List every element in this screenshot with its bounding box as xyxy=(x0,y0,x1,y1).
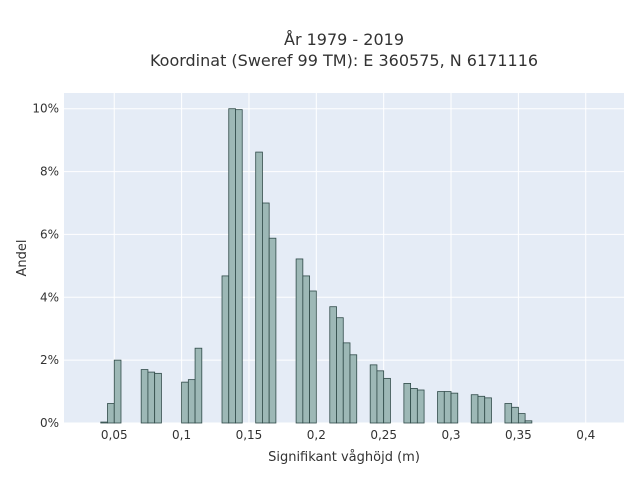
histogram-bar xyxy=(255,151,263,424)
histogram-bar xyxy=(383,377,391,424)
x-tick-label: 0,3 xyxy=(441,428,460,442)
histogram-bar xyxy=(228,108,236,424)
histogram-bar xyxy=(484,397,492,424)
histogram-bar xyxy=(107,403,115,424)
histogram-bar xyxy=(470,394,479,424)
histogram-bar xyxy=(329,306,337,424)
x-tick-label: 0,1 xyxy=(172,428,191,442)
histogram-bar xyxy=(437,391,445,424)
histogram-bar xyxy=(511,406,519,424)
histogram-bar xyxy=(450,392,459,424)
x-tick-label: 0,4 xyxy=(576,428,595,442)
x-tick-label: 0,05 xyxy=(101,428,128,442)
chart-title-line-1: År 1979 - 2019 xyxy=(284,30,404,49)
y-tick-label: 0% xyxy=(40,416,59,430)
histogram-bar xyxy=(336,317,344,424)
histogram-bar xyxy=(295,258,304,424)
histogram-bar xyxy=(403,382,412,424)
histogram-bar xyxy=(140,369,149,424)
x-tick-label: 0,35 xyxy=(505,428,532,442)
y-tick-label: 8% xyxy=(40,165,59,179)
histogram-bar xyxy=(262,202,270,424)
histogram-bar xyxy=(410,388,418,424)
histogram-bar xyxy=(342,342,351,424)
histogram-bar xyxy=(187,379,196,424)
histogram-bar xyxy=(194,347,203,424)
histogram-bar xyxy=(369,364,378,424)
y-axis-title: Andel xyxy=(15,240,30,277)
y-tick-label: 2% xyxy=(40,353,59,367)
x-axis-title: Signifikant våghöjd (m) xyxy=(268,450,420,465)
histogram-bar xyxy=(154,372,162,424)
histogram-bar xyxy=(349,354,358,424)
histogram-bar xyxy=(181,381,189,424)
histogram-bar xyxy=(100,421,108,424)
histogram-bar xyxy=(443,391,452,424)
histogram-bar xyxy=(235,109,243,424)
y-tick-label: 4% xyxy=(40,290,59,304)
histogram-bar xyxy=(221,275,230,424)
x-tick-label: 0,15 xyxy=(236,428,263,442)
histogram-bar xyxy=(376,370,385,424)
histogram-bar xyxy=(504,403,513,424)
histogram-bar xyxy=(147,371,156,424)
histogram-bar xyxy=(524,420,533,424)
y-axis-ticks: 0% 2% 4% 6% 8% 10% xyxy=(32,102,59,430)
x-axis-ticks: 0,05 0,1 0,15 0,2 0,25 0,3 0,35 0,4 xyxy=(101,428,595,442)
histogram-bar xyxy=(517,413,526,424)
x-tick-label: 0,25 xyxy=(370,428,397,442)
y-tick-label: 10% xyxy=(32,102,59,116)
bar-series xyxy=(100,108,533,424)
histogram-bar xyxy=(113,359,122,424)
histogram-bar xyxy=(477,395,486,424)
chart-title-line-2: Koordinat (Sweref 99 TM): E 360575, N 61… xyxy=(150,51,538,70)
histogram-bar xyxy=(302,275,310,424)
histogram-bar xyxy=(268,237,277,424)
histogram-bar xyxy=(309,290,317,424)
histogram-bar xyxy=(416,389,425,424)
x-tick-label: 0,2 xyxy=(307,428,326,442)
y-tick-label: 6% xyxy=(40,227,59,241)
